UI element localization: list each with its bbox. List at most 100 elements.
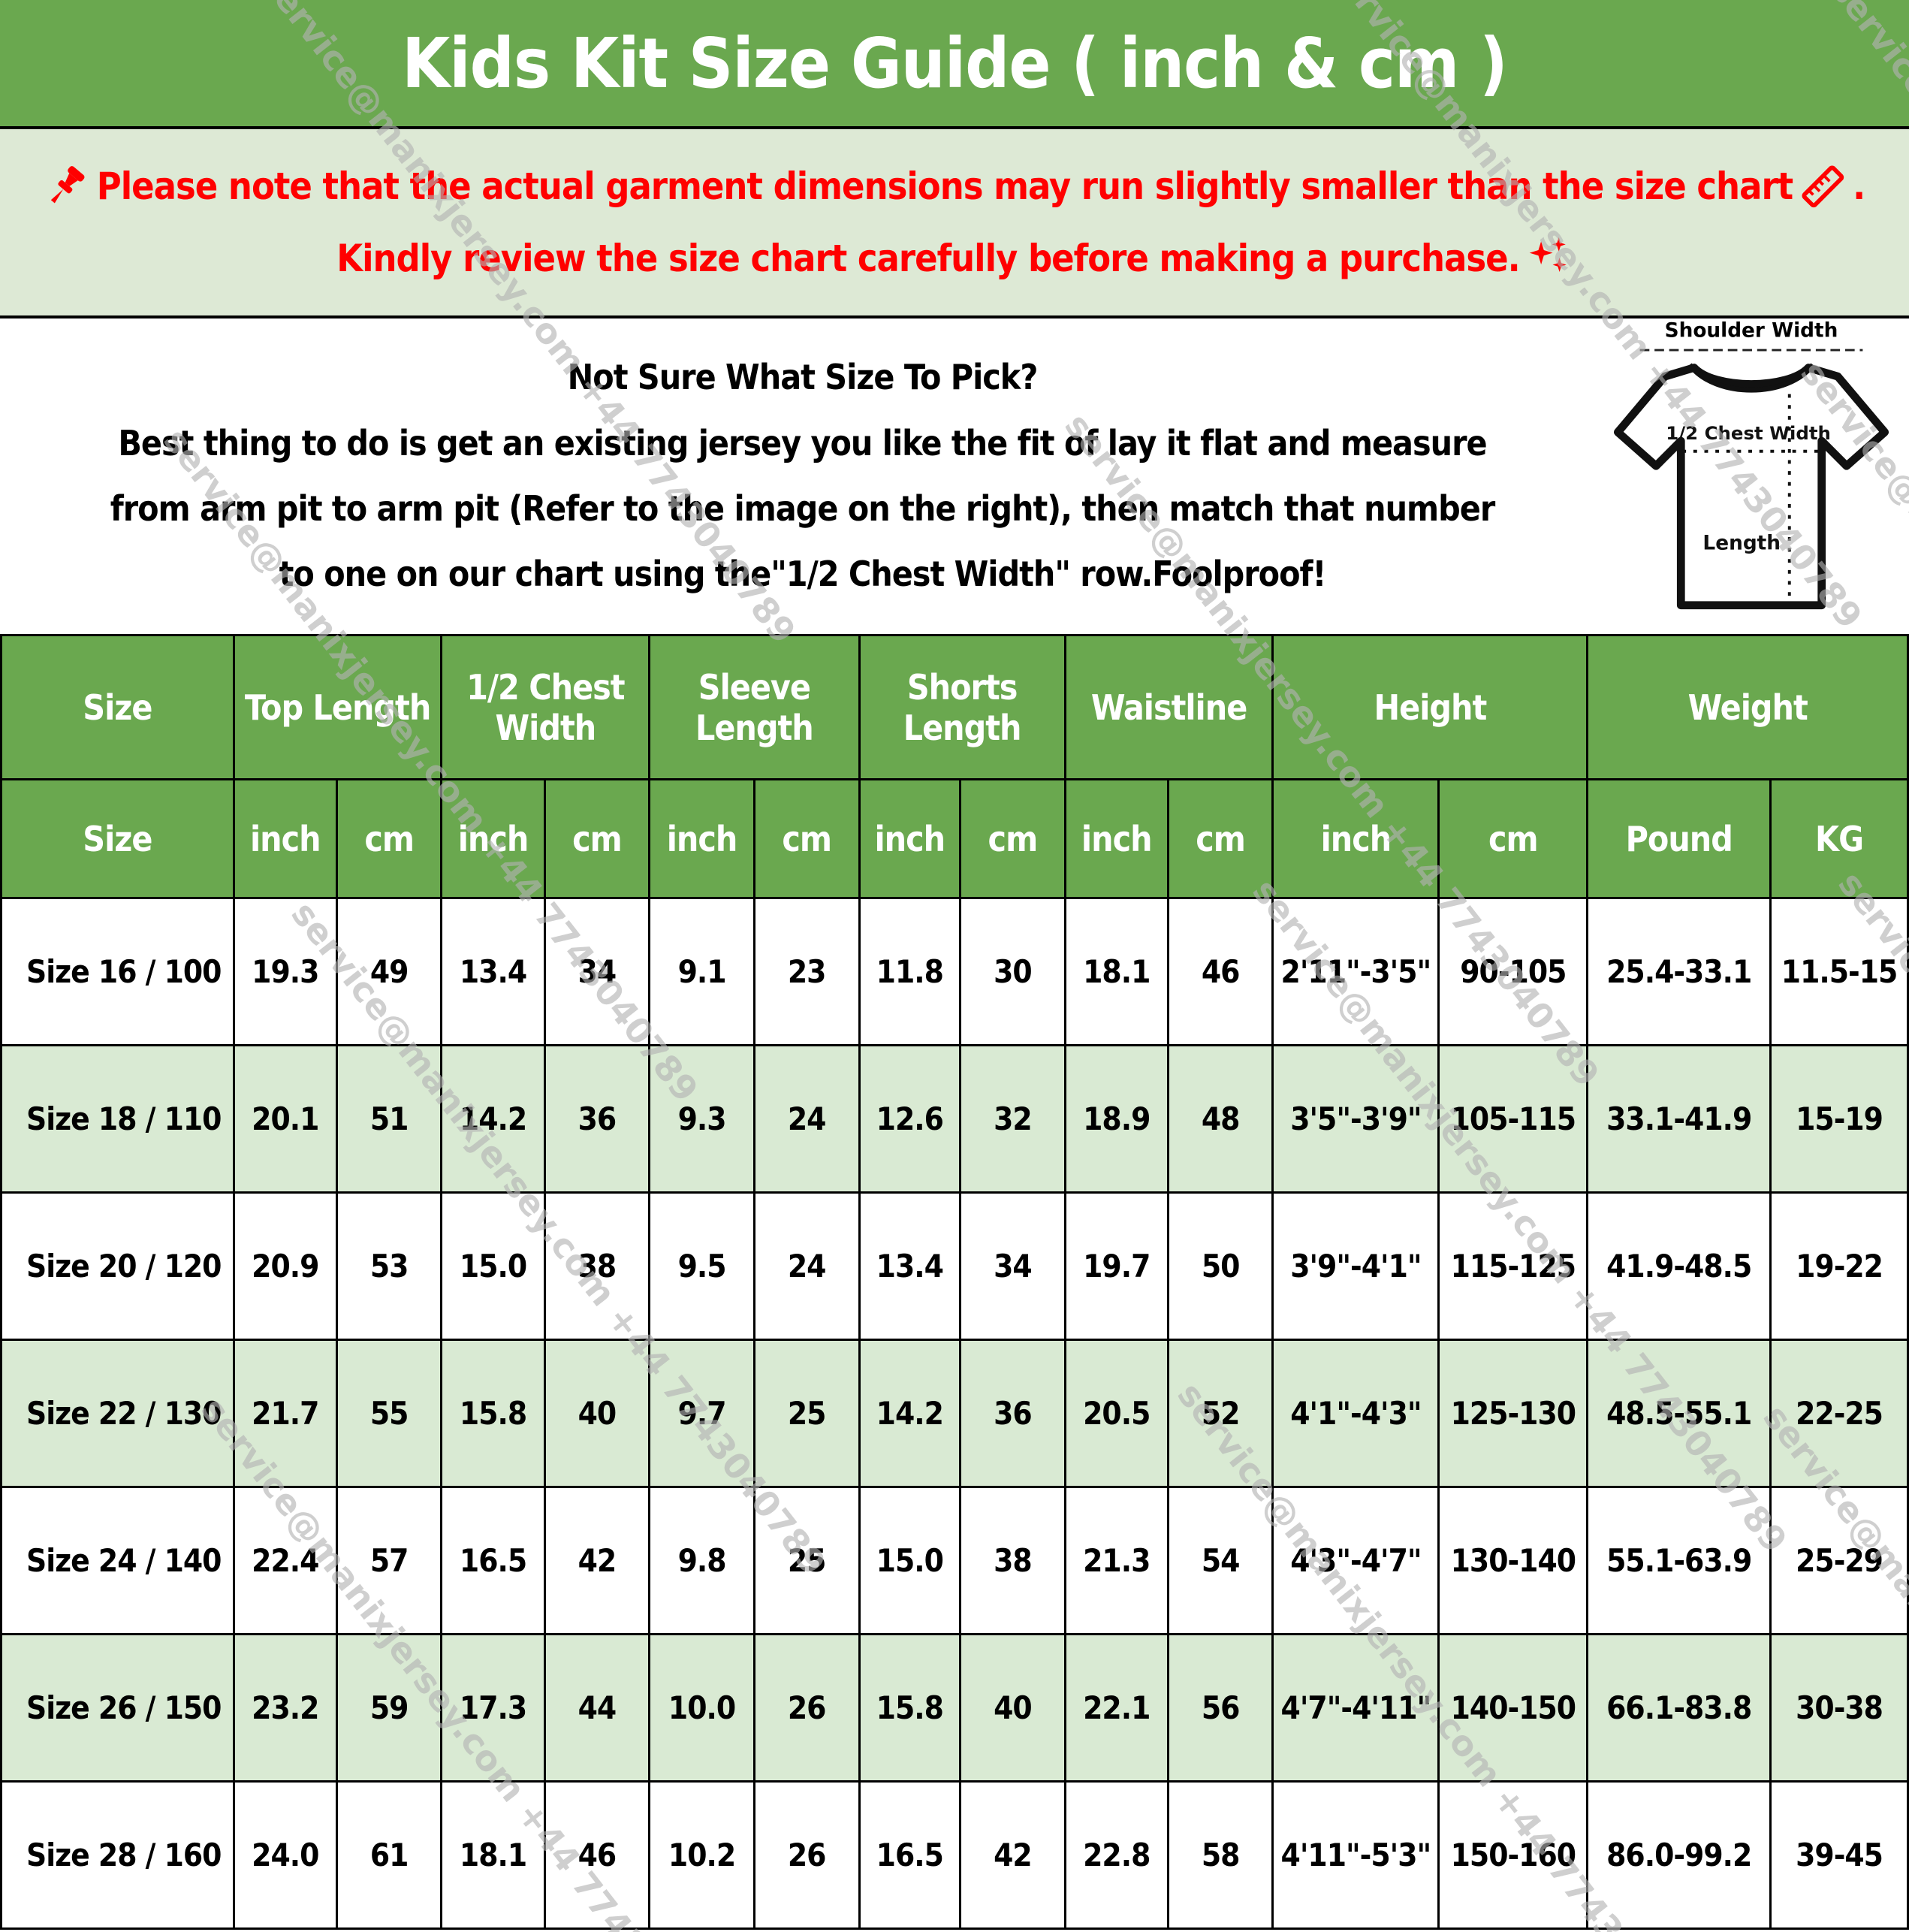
cell-4-11: 4'3"-4'7" bbox=[1271, 1486, 1440, 1635]
cell-0-3: 13.4 bbox=[440, 897, 546, 1046]
howto-line-2: from arm pit to arm pit (Refer to the im… bbox=[110, 488, 1496, 529]
cell-4-9: 21.3 bbox=[1063, 1486, 1169, 1635]
row-size-label: Size 26 / 150 bbox=[0, 1633, 235, 1783]
cell-5-5: 10.0 bbox=[648, 1633, 755, 1783]
shoulder-width-label: Shoulder Width bbox=[1665, 321, 1838, 342]
notice-text-2: Kindly review the size chart carefully b… bbox=[336, 237, 1521, 280]
page-title: Kids Kit Size Guide ( inch & cm ) bbox=[402, 23, 1508, 104]
cell-3-7: 14.2 bbox=[858, 1339, 962, 1488]
cell-2-8: 34 bbox=[959, 1191, 1066, 1341]
cell-0-5: 9.1 bbox=[648, 897, 755, 1046]
table-row: Size 24 / 140 22.4 57 16.5 42 9.8 25 15.0 38 21.3… bbox=[0, 1486, 1909, 1635]
table-head: Size Top Length 1/2 Chest Width Sleeve Leng… bbox=[0, 634, 1909, 899]
table-row: Size 16 / 100 19.3 49 13.4 34 9.1 23 11.8 30 18.1… bbox=[0, 897, 1909, 1046]
title-bar: Kids Kit Size Guide ( inch & cm ) bbox=[0, 0, 1909, 129]
cell-6-5: 10.2 bbox=[648, 1780, 755, 1930]
cell-2-5: 9.5 bbox=[648, 1191, 755, 1341]
cell-6-6: 26 bbox=[752, 1780, 861, 1930]
cell-5-1: 23.2 bbox=[232, 1633, 338, 1783]
subheader-1: inch bbox=[232, 778, 338, 899]
howto-line-1: Best thing to do is get an existing jers… bbox=[118, 422, 1487, 463]
subheader-2: cm bbox=[335, 778, 443, 899]
cell-2-9: 19.7 bbox=[1063, 1191, 1169, 1341]
cell-1-5: 9.3 bbox=[648, 1044, 755, 1194]
cell-6-12: 150-160 bbox=[1437, 1780, 1589, 1930]
cell-0-11: 2'11"-3'5" bbox=[1271, 897, 1440, 1046]
cell-4-6: 25 bbox=[752, 1486, 861, 1635]
cell-0-14: 11.5-15 bbox=[1769, 897, 1909, 1046]
cell-6-7: 16.5 bbox=[858, 1780, 962, 1930]
howto-heading: Not Sure What Size To Pick? bbox=[567, 357, 1039, 398]
col-group-top-length: Top Length bbox=[232, 634, 443, 780]
cell-4-4: 42 bbox=[543, 1486, 651, 1635]
cell-3-11: 4'1"-4'3" bbox=[1271, 1339, 1440, 1488]
col-group-1-2-chest-width: 1/2 Chest Width bbox=[440, 634, 651, 780]
cell-1-12: 105-115 bbox=[1437, 1044, 1589, 1194]
col-group-size: Size bbox=[0, 634, 235, 780]
cell-4-2: 57 bbox=[335, 1486, 443, 1635]
cell-0-4: 34 bbox=[543, 897, 651, 1046]
row-size-label: Size 22 / 130 bbox=[0, 1339, 235, 1488]
table-row: Size 20 / 120 20.9 53 15.0 38 9.5 24 13.4 34 19.7… bbox=[0, 1191, 1909, 1341]
cell-5-7: 15.8 bbox=[858, 1633, 962, 1783]
subheader-6: cm bbox=[752, 778, 861, 899]
cell-3-3: 15.8 bbox=[440, 1339, 546, 1488]
subheader-9: inch bbox=[1063, 778, 1169, 899]
cell-1-10: 48 bbox=[1166, 1044, 1274, 1194]
pushpin-icon bbox=[44, 164, 89, 209]
notice-text-1: Please note that the actual garment dime… bbox=[96, 165, 1793, 208]
cell-5-10: 56 bbox=[1166, 1633, 1274, 1783]
cell-6-8: 42 bbox=[959, 1780, 1066, 1930]
cell-3-12: 125-130 bbox=[1437, 1339, 1589, 1488]
subheader-11: inch bbox=[1271, 778, 1440, 899]
cell-4-7: 15.0 bbox=[858, 1486, 962, 1635]
cell-0-6: 23 bbox=[752, 897, 861, 1046]
cell-3-8: 36 bbox=[959, 1339, 1066, 1488]
subheader-3: inch bbox=[440, 778, 546, 899]
cell-1-8: 32 bbox=[959, 1044, 1066, 1194]
cell-6-9: 22.8 bbox=[1063, 1780, 1169, 1930]
cell-4-1: 22.4 bbox=[232, 1486, 338, 1635]
cell-6-14: 39-45 bbox=[1769, 1780, 1909, 1930]
cell-1-7: 12.6 bbox=[858, 1044, 962, 1194]
howto-line-3: to one on our chart using the"1/2 Chest … bbox=[279, 554, 1327, 595]
cell-4-14: 25-29 bbox=[1769, 1486, 1909, 1635]
cell-5-12: 140-150 bbox=[1437, 1633, 1589, 1783]
cell-0-1: 19.3 bbox=[232, 897, 338, 1046]
cell-1-14: 15-19 bbox=[1769, 1044, 1909, 1194]
cell-4-3: 16.5 bbox=[440, 1486, 546, 1635]
cell-0-8: 30 bbox=[959, 897, 1066, 1046]
cell-2-12: 115-125 bbox=[1437, 1191, 1589, 1341]
cell-3-4: 40 bbox=[543, 1339, 651, 1488]
row-size-label: Size 18 / 110 bbox=[0, 1044, 235, 1194]
cell-3-13: 48.5-55.1 bbox=[1586, 1339, 1772, 1488]
cell-0-7: 11.8 bbox=[858, 897, 962, 1046]
cell-1-9: 18.9 bbox=[1063, 1044, 1169, 1194]
howto-text: Not Sure What Size To Pick? Best thing t… bbox=[0, 345, 1594, 608]
cell-1-11: 3'5"-3'9" bbox=[1271, 1044, 1440, 1194]
half-chest-width-label: 1/2 Chest Width bbox=[1666, 422, 1831, 444]
cell-4-5: 9.8 bbox=[648, 1486, 755, 1635]
cell-6-13: 86.0-99.2 bbox=[1586, 1780, 1772, 1930]
table-body: Size 16 / 100 19.3 49 13.4 34 9.1 23 11.8 30 18.1… bbox=[0, 897, 1909, 1930]
notice-line-1: Please note that the actual garment dime… bbox=[44, 164, 1865, 209]
cell-0-12: 90-105 bbox=[1437, 897, 1589, 1046]
notice-banner: Please note that the actual garment dime… bbox=[0, 129, 1909, 318]
shirt-diagram: Shoulder Width 1/2 Chest Width Length bbox=[1594, 319, 1909, 632]
subheader-0: Size bbox=[0, 778, 235, 899]
cell-2-14: 19-22 bbox=[1769, 1191, 1909, 1341]
table-row: Size 26 / 150 23.2 59 17.3 44 10.0 26 15.8 40 22.… bbox=[0, 1633, 1909, 1783]
cell-3-2: 55 bbox=[335, 1339, 443, 1488]
cell-4-13: 55.1-63.9 bbox=[1586, 1486, 1772, 1635]
cell-5-11: 4'7"-4'11" bbox=[1271, 1633, 1440, 1783]
cell-5-4: 44 bbox=[543, 1633, 651, 1783]
subheader-8: cm bbox=[959, 778, 1066, 899]
cell-3-9: 20.5 bbox=[1063, 1339, 1169, 1488]
subheader-5: inch bbox=[648, 778, 755, 899]
cell-2-13: 41.9-48.5 bbox=[1586, 1191, 1772, 1341]
cell-5-3: 17.3 bbox=[440, 1633, 546, 1783]
size-table: Size Top Length 1/2 Chest Width Sleeve Leng… bbox=[0, 634, 1909, 1930]
cell-2-3: 15.0 bbox=[440, 1191, 546, 1341]
cell-6-3: 18.1 bbox=[440, 1780, 546, 1930]
cell-4-12: 130-140 bbox=[1437, 1486, 1589, 1635]
